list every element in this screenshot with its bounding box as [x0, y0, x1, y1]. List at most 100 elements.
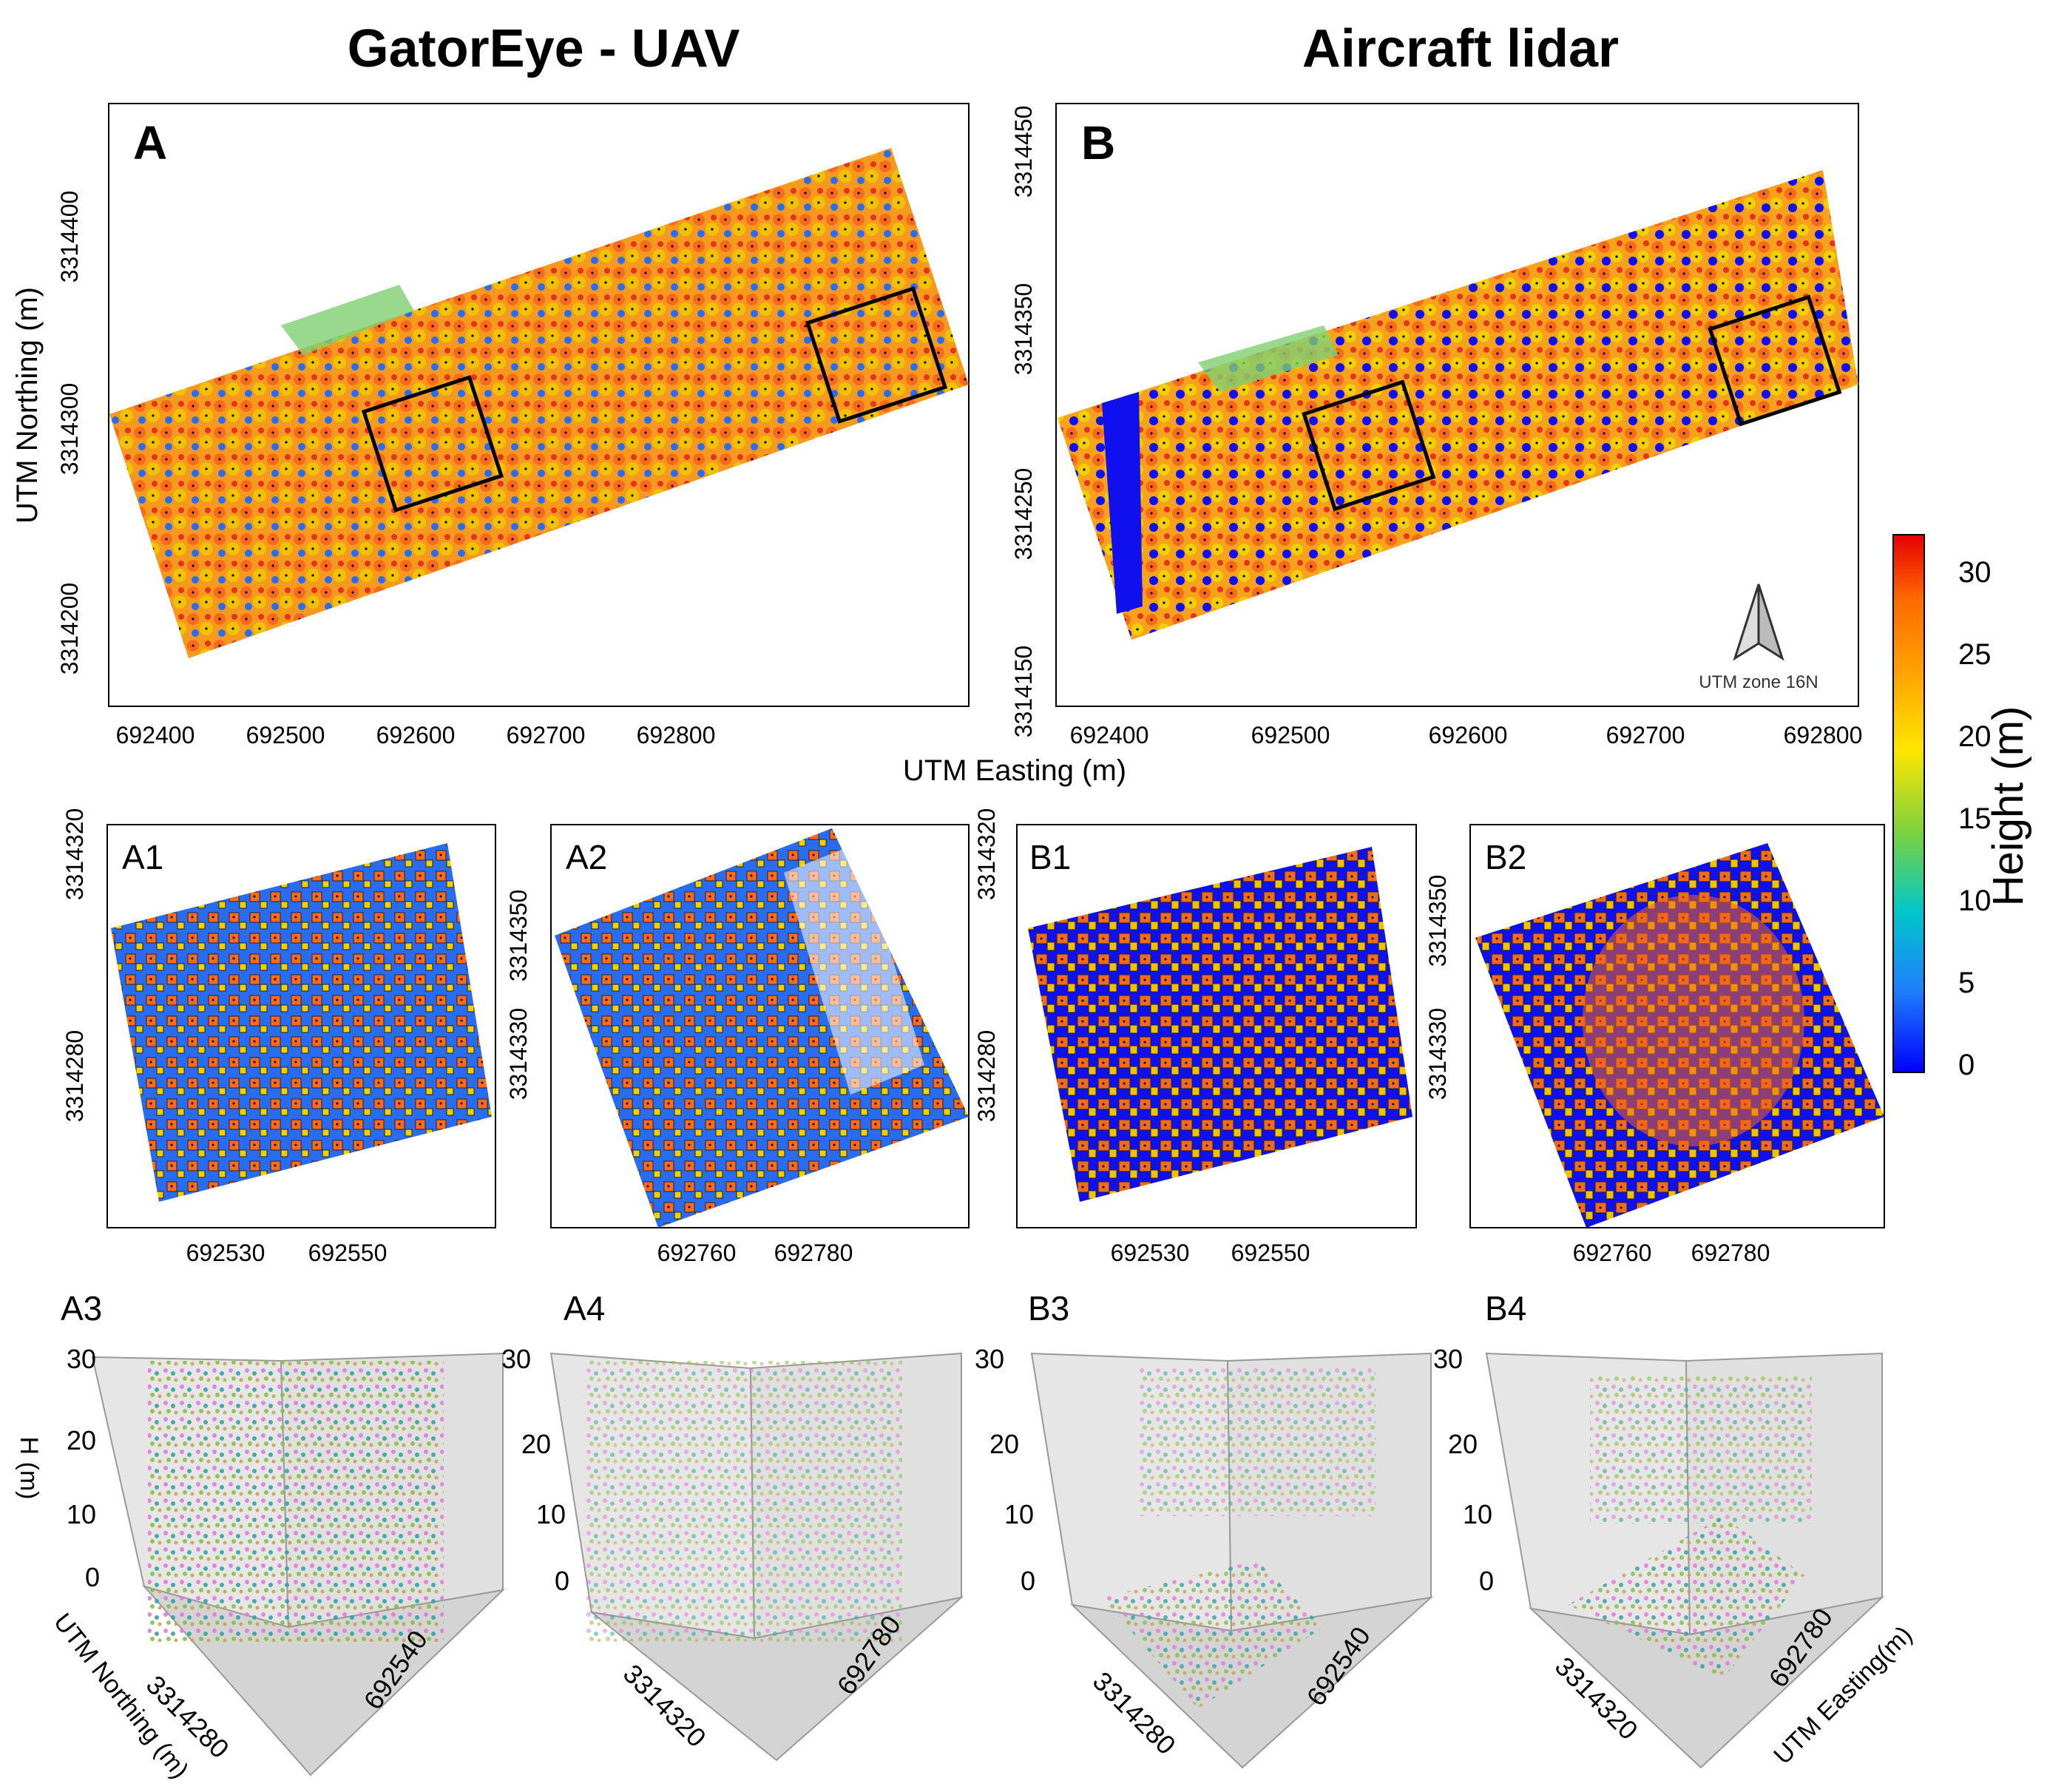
panel-A-green-patch: [281, 285, 414, 355]
panel-B-ytick: 3314350: [1010, 283, 1037, 376]
panel-A4-point-cloud: [584, 1361, 902, 1642]
panel-A1-xtick: 692530: [186, 1240, 265, 1266]
panel-B-box-1: [1302, 379, 1436, 512]
panel-A3-ztick: 20: [67, 1425, 96, 1455]
panel-A2-xtick: 692760: [657, 1240, 737, 1266]
panel-A-xtick: 692500: [246, 722, 325, 748]
panel-A4-ztick: 20: [521, 1429, 551, 1459]
panel-B3: B3 30 20 10 0 3314280 692540: [975, 1289, 1434, 1769]
panel-A2-ytick: 3314330: [505, 1008, 532, 1100]
title-uav: GatorEye - UAV: [348, 19, 740, 78]
panel-B-ytick: 3314250: [1010, 468, 1037, 561]
colorbar-tick: 5: [1958, 967, 1975, 999]
panel-B2-label: B2: [1485, 838, 1526, 876]
panel-A2-xtick: 692780: [774, 1240, 853, 1266]
panel-A-box-2: [805, 286, 948, 424]
panel-B-canopy-map: [1058, 170, 1858, 640]
panel-A: A 3314400 3314300 3314200 UTM Northing (…: [11, 103, 970, 748]
panel-B: B 3314450 3314350 3314250 3314150 692400…: [1010, 103, 1863, 748]
panel-A-ytick: 3314200: [56, 583, 83, 675]
panel-B4-ground-points: [1568, 1516, 1804, 1679]
panel-B1-ytick: 3314280: [973, 1030, 1000, 1123]
colorbar-tick: 20: [1958, 720, 1992, 753]
panel-B1-map: [1028, 847, 1412, 1202]
panel-A1-ytick: 3314320: [61, 808, 88, 901]
panel-A-label: A: [133, 116, 167, 169]
colorbar-tick: 10: [1958, 885, 1992, 917]
panel-B3-ztick: 10: [1004, 1499, 1034, 1529]
panel-A3-label: A3: [61, 1289, 102, 1328]
panel-B2: B2 3314350 3314330 692760 692780: [1424, 824, 1885, 1266]
panel-A-canopy-map: [109, 148, 969, 658]
colorbar-tick: 25: [1958, 638, 1992, 671]
panel-A-box-1: [361, 375, 504, 513]
panel-B2-ytick: 3314350: [1424, 875, 1451, 967]
panel-B-xtick: 692600: [1429, 722, 1508, 748]
panel-B3-ztick: 20: [989, 1429, 1019, 1459]
panel-B4: B4 30 20 10 0 3314320 692780 UTM Easting…: [1433, 1289, 1918, 1770]
colorbar-gradient: [1892, 534, 1925, 1073]
utm-zone-label: UTM zone 16N: [1699, 672, 1818, 692]
panel-B-ytick: 3314150: [1010, 646, 1037, 738]
panel-A4-ztick: 10: [536, 1499, 566, 1529]
colorbar-tick: 30: [1958, 556, 1992, 589]
panel-B-xtick: 692500: [1251, 722, 1330, 748]
panel-B-xtick: 692800: [1784, 722, 1863, 748]
panel-A3-point-cloud: [148, 1361, 444, 1642]
panel-A4-ztick: 0: [555, 1566, 569, 1596]
panel-B4-ztick: 20: [1448, 1429, 1478, 1459]
panel-B2-xtick: 692760: [1573, 1240, 1652, 1266]
panel-B3-ztick: 0: [1021, 1566, 1035, 1596]
panel-B1-label: B1: [1029, 838, 1071, 876]
panel-B4-ztick: 10: [1463, 1499, 1492, 1529]
panel-A1-xtick: 692550: [308, 1240, 388, 1266]
panel-A4-label: A4: [564, 1289, 605, 1328]
panel-A2: A2 3314350 3314330 692760 692780: [505, 824, 970, 1266]
panel-A1-map: [111, 843, 492, 1202]
y-axis-label: UTM Northing (m): [11, 287, 44, 524]
panel-B-box-2: [1708, 294, 1842, 427]
panel-A2-ytick: 3314350: [505, 890, 532, 982]
x-axis-label: UTM Easting (m): [903, 754, 1126, 787]
title-aircraft-lidar: Aircraft lidar: [1302, 19, 1619, 78]
north-arrow: UTM zone 16N: [1699, 584, 1818, 692]
panel-A4: A4 30 20 10 0 3314320 692780: [501, 1289, 964, 1762]
panel-B1-ytick: 3314320: [973, 808, 1000, 901]
panel-A-xtick: 692800: [637, 722, 716, 748]
panel-B-xtick: 692400: [1070, 722, 1149, 748]
panel-A2-gaps: [784, 843, 924, 1095]
panel-B2-tall-cluster: [1583, 895, 1804, 1146]
panel-A3-zlabel: H (m): [15, 1437, 43, 1500]
panel-B1-xtick: 692550: [1231, 1240, 1310, 1266]
colorbar-tick: 0: [1958, 1049, 1975, 1081]
panel-A3-ztick: 30: [67, 1344, 96, 1374]
panel-B-green-patch: [1198, 325, 1339, 392]
panel-B-ground-strip: [1102, 392, 1143, 614]
panel-B-ytick: 3314450: [1010, 106, 1037, 198]
panel-A1-ytick: 3314280: [61, 1030, 88, 1123]
colorbar: 30 25 20 15 10 5 0 Height (m): [1892, 534, 2032, 1081]
panel-A3: A3 30 20 10 0 H (m) 3314280 692540 UTM N…: [15, 1289, 506, 1784]
panel-B1-xtick: 692530: [1111, 1240, 1190, 1266]
panel-B4-label: B4: [1485, 1289, 1526, 1328]
panel-A3-ztick: 10: [67, 1499, 96, 1529]
panel-B2-xtick: 692780: [1691, 1240, 1770, 1266]
panel-B4-ztick: 30: [1433, 1344, 1463, 1374]
panel-B4-point-cloud: [1590, 1376, 1812, 1524]
panel-B3-ground-points: [1102, 1561, 1324, 1708]
panel-A1-label: A1: [122, 838, 163, 876]
panel-A-y-axis: 3314400 3314300 3314200 UTM Northing (m): [11, 191, 83, 675]
panel-A2-label: A2: [566, 838, 607, 876]
panel-B-xtick: 692700: [1606, 722, 1685, 748]
panel-B1: B1 3314320 3314280 692530 692550: [973, 808, 1417, 1266]
panel-A-ytick: 3314400: [56, 191, 83, 283]
panel-A-xtick: 692600: [376, 722, 456, 748]
panel-A3-ztick: 0: [85, 1562, 100, 1592]
panel-A-xtick: 692400: [116, 722, 195, 748]
panel-A-x-axis: 692400 692500 692600 692700 692800: [116, 722, 716, 748]
panel-A-xtick: 692700: [507, 722, 586, 748]
panel-B3-label: B3: [1028, 1289, 1069, 1328]
panel-B2-ytick: 3314330: [1424, 1008, 1451, 1100]
panel-A1: A1 3314320 3314280 692530 692550: [61, 808, 496, 1266]
